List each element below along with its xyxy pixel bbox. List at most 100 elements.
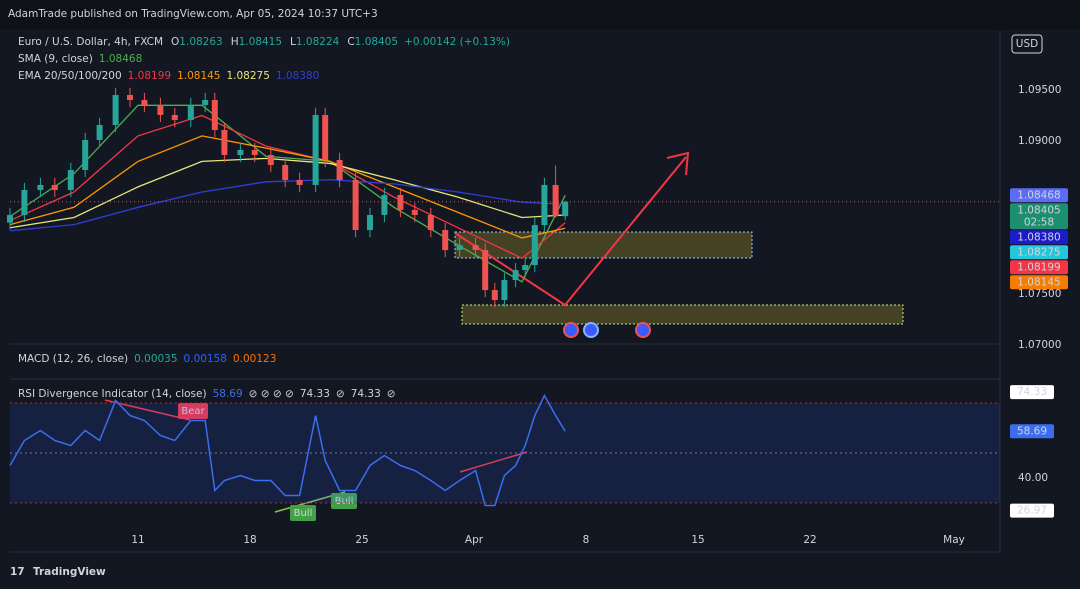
rsi-legend: RSI Divergence Indicator (14, close) 58.6…	[18, 388, 396, 400]
price-tag	[1010, 203, 1068, 230]
candle-body	[427, 214, 434, 231]
rsi-value: 74.33	[300, 388, 330, 400]
candle-body	[37, 184, 44, 190]
candle-body	[411, 209, 418, 215]
candle-body	[501, 280, 508, 301]
na-icon: ⊘ ⊘ ⊘ ⊘	[249, 388, 294, 400]
currency-button[interactable]: USD	[1016, 38, 1038, 50]
moving-average	[9, 157, 566, 229]
sma-name: SMA (9, close)	[18, 53, 93, 65]
price-tag	[1010, 260, 1068, 275]
candle-body	[512, 270, 519, 281]
resistance-zone	[454, 231, 753, 259]
candle-body	[221, 129, 228, 155]
ema-value: 1.08145	[177, 70, 220, 82]
na-icon: ⊘	[387, 388, 396, 400]
moving-average	[9, 114, 566, 260]
price-tag	[1010, 188, 1068, 203]
event-flag[interactable]	[563, 322, 579, 338]
candle-body	[491, 290, 498, 301]
rsi-tag	[1010, 424, 1054, 439]
currency-button-frame[interactable]	[1011, 34, 1043, 54]
rsi-tag	[1010, 385, 1054, 400]
candle-body	[96, 124, 103, 140]
bull-label: Bull	[335, 496, 354, 507]
rsi-tag-label: 58.69	[1017, 425, 1047, 437]
candle-body	[522, 265, 529, 271]
candle-body	[82, 139, 89, 170]
macd-name: MACD (12, 26, close)	[18, 353, 128, 365]
support-zone	[461, 304, 904, 325]
candle-body	[67, 169, 74, 190]
logo-icon: 𝟭𝟳	[10, 566, 25, 578]
rsi-value: 58.69	[213, 388, 243, 400]
top-bar	[0, 0, 1080, 30]
candle-body	[472, 245, 479, 251]
candle-body	[237, 149, 244, 155]
ohlc-value: 1.08405	[355, 36, 398, 48]
rsi-tag-label: 26.97	[1017, 505, 1047, 517]
y-tick-label: 1.07000	[1018, 339, 1061, 351]
candle-body	[202, 99, 209, 105]
price-tag-label: 1.08275	[1017, 246, 1060, 258]
ohlc-value: 1.08263	[179, 36, 222, 48]
na-icon: ⊘	[336, 388, 345, 400]
candle-body	[456, 245, 463, 251]
ohlc-value: 1.08415	[239, 36, 282, 48]
ohlc-value: 1.08224	[296, 36, 340, 48]
moving-average	[9, 104, 566, 283]
candle-body	[112, 94, 119, 125]
candle-body	[322, 114, 329, 160]
x-tick-label: 25	[355, 534, 368, 546]
candle-body	[312, 114, 319, 185]
event-flag[interactable]	[635, 322, 651, 338]
ema-value: 1.08199	[128, 70, 171, 82]
y-tick-label: 40.00	[1018, 472, 1048, 484]
rsi-value: 74.33	[351, 388, 381, 400]
candle-body	[211, 99, 218, 130]
event-flag[interactable]	[583, 322, 599, 338]
moving-average	[9, 135, 566, 239]
candle-body	[282, 164, 289, 180]
bear-label: Bear	[181, 406, 205, 417]
countdown: 02:58	[1024, 216, 1054, 228]
price-tag	[1010, 275, 1068, 290]
macd-legend: MACD (12, 26, close) 0.00035 0.00158 0.0012…	[18, 353, 276, 365]
candle-body	[296, 179, 303, 185]
candle-body	[7, 214, 13, 223]
ema-value: 1.08275	[226, 70, 269, 82]
candle-body	[336, 159, 343, 180]
ohlc-prefix: C	[347, 36, 354, 48]
y-tick-label: 1.09000	[1018, 135, 1061, 147]
candle-body	[562, 201, 569, 217]
candle-body	[251, 149, 258, 155]
candle-body	[187, 104, 194, 120]
published-line: AdamTrade published on TradingView.com, …	[8, 8, 378, 20]
candle-body	[21, 189, 28, 215]
ema-value: 1.08380	[276, 70, 319, 82]
x-tick-label: Apr	[465, 534, 484, 546]
projection-arrow	[454, 156, 687, 307]
bull-label-box	[290, 505, 316, 521]
rsi-tag	[1010, 503, 1054, 518]
price-tag-label: 1.08380	[1017, 231, 1060, 243]
y-tick-label: 1.09500	[1018, 84, 1061, 96]
ohlc-prefix: H	[231, 36, 239, 48]
candle-body	[397, 194, 404, 210]
x-tick-label: 22	[803, 534, 816, 546]
bull-label: Bull	[294, 508, 313, 519]
macd-value: 0.00123	[233, 353, 276, 365]
symbol: Euro / U.S. Dollar, 4h, FXCM	[18, 36, 163, 48]
ema-name: EMA 20/50/100/200	[18, 70, 122, 82]
rsi-line	[9, 393, 566, 507]
macd-value: 0.00158	[184, 353, 227, 365]
y-tick-label: 1.07500	[1018, 288, 1061, 300]
price-tag-label: 1.08468	[1017, 189, 1060, 201]
ohlc-prefix: O	[171, 36, 179, 48]
x-tick-label: 8	[583, 534, 590, 546]
bear-label-box	[178, 403, 208, 419]
sma-legend: SMA (9, close) 1.08468	[18, 53, 142, 65]
candle-body	[171, 114, 178, 120]
